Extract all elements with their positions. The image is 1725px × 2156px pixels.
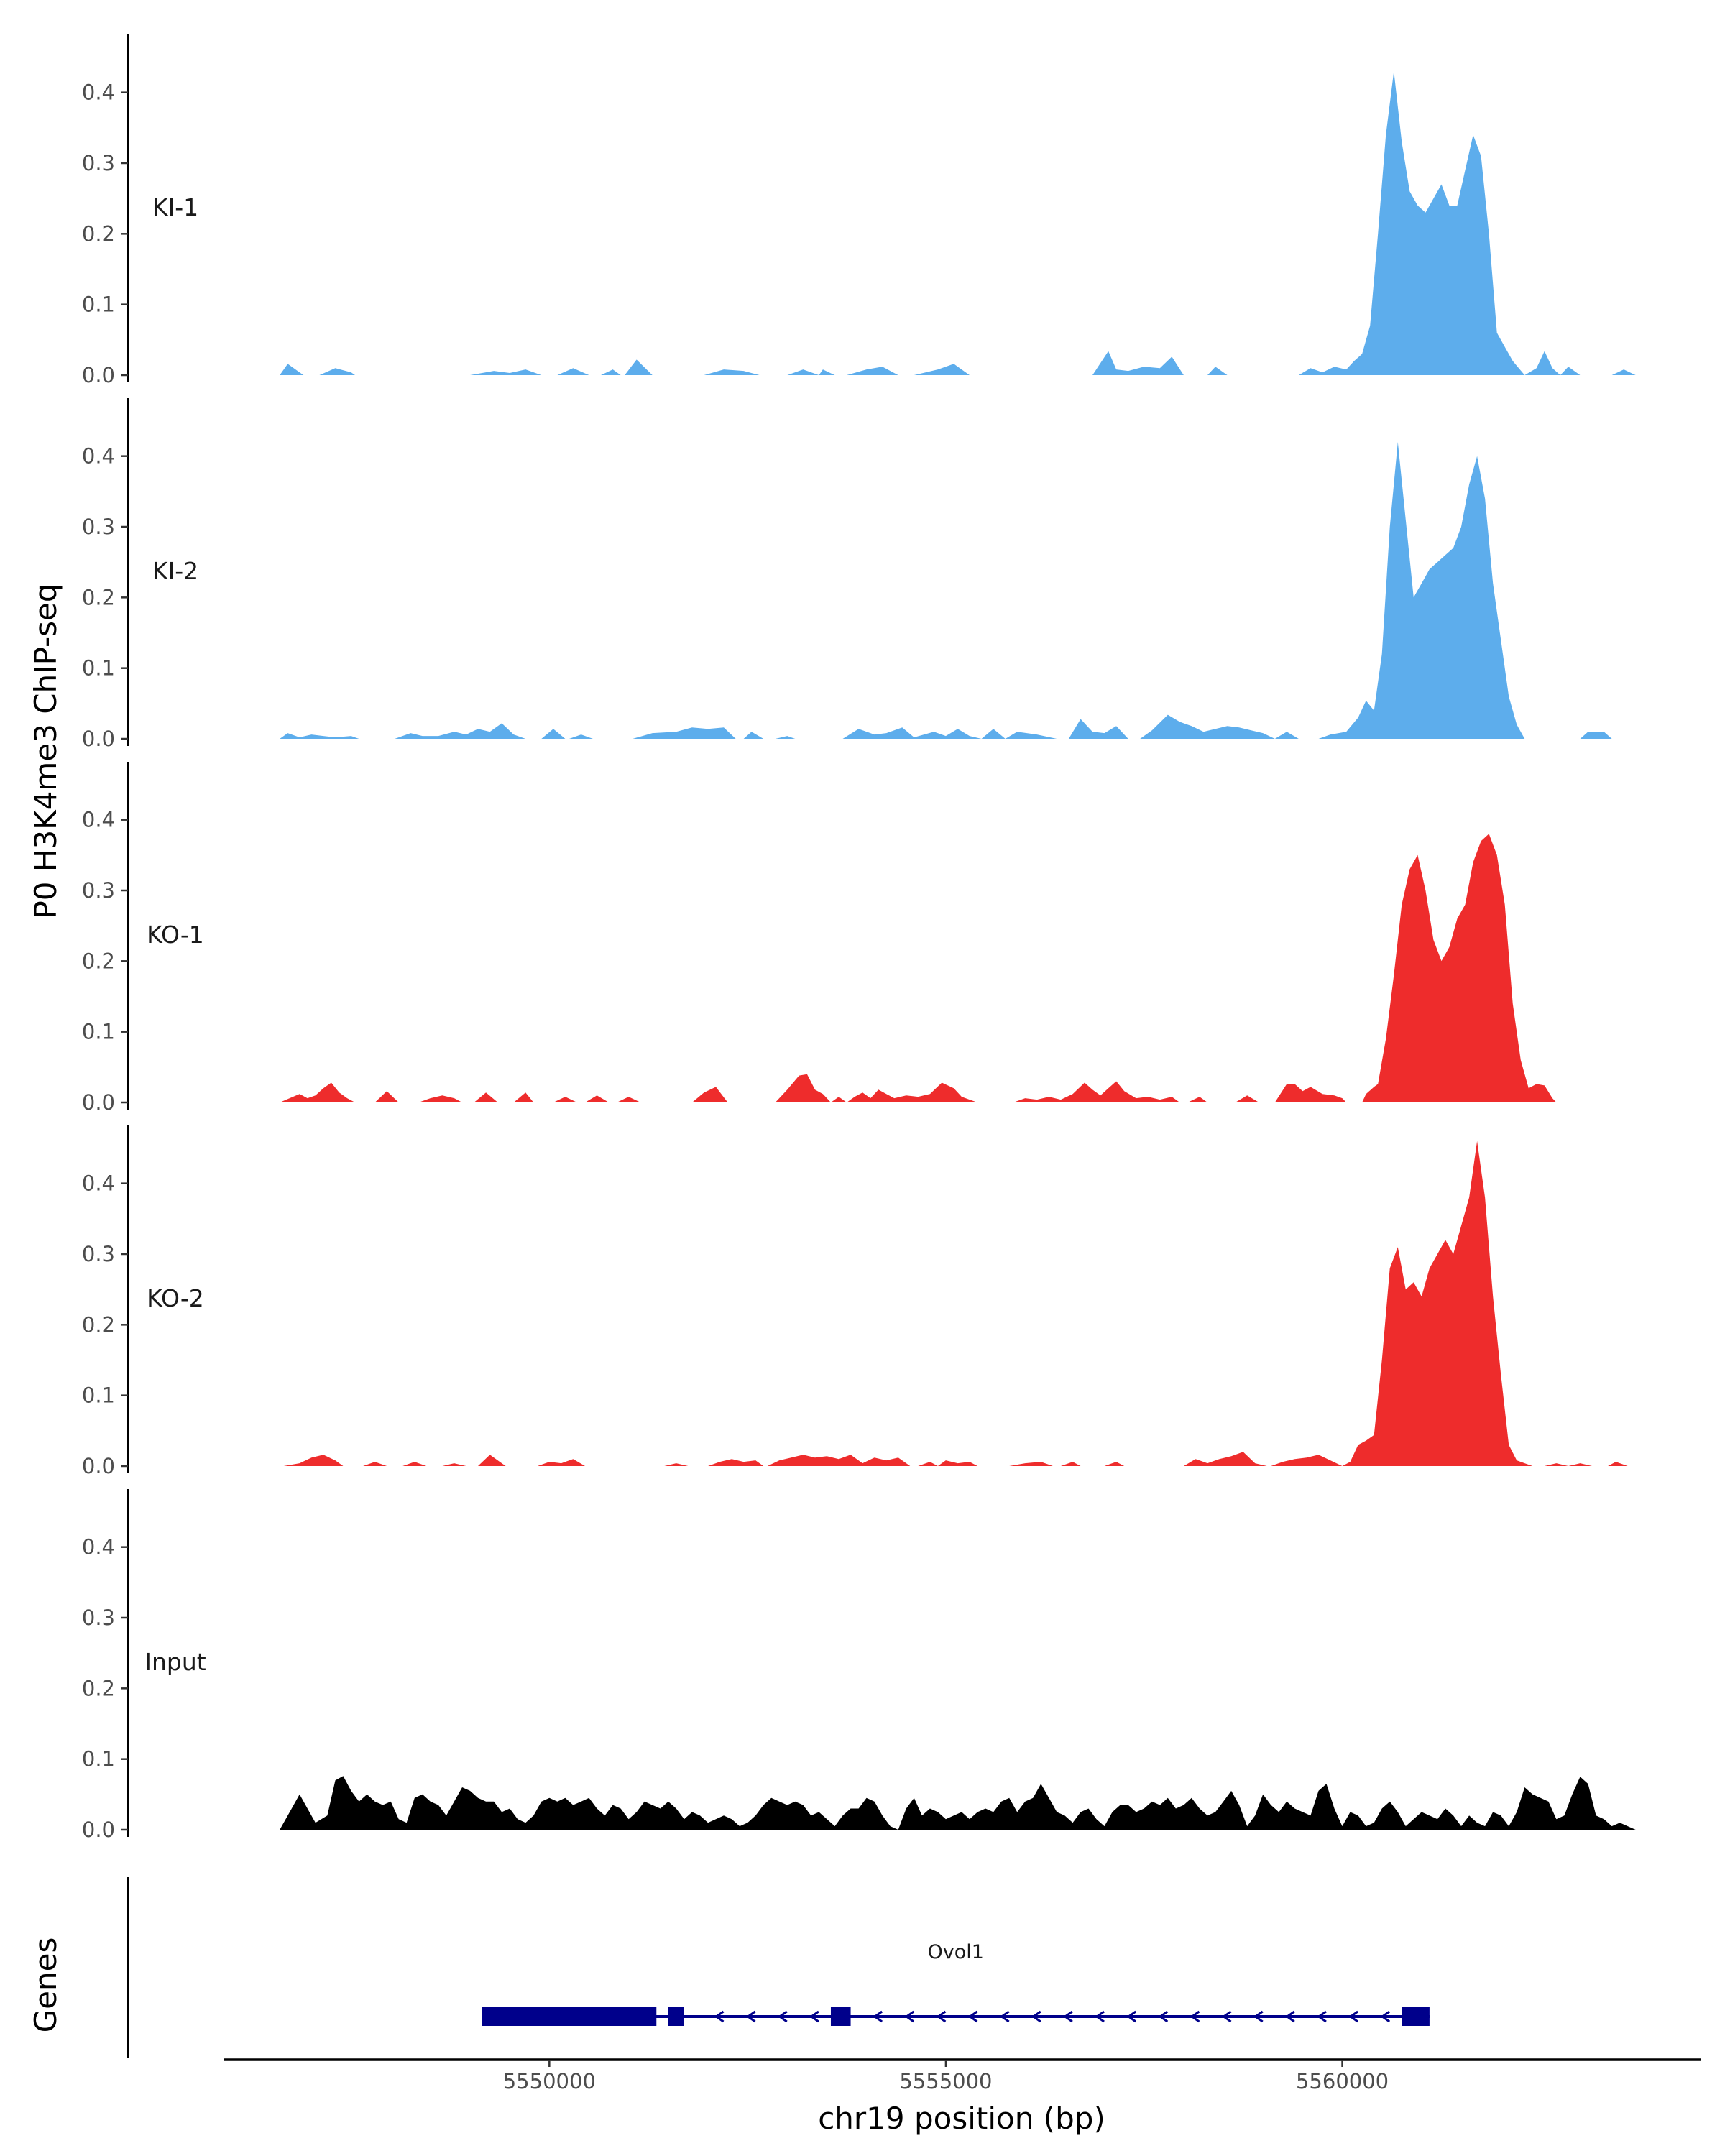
signal-area-input xyxy=(280,1776,1636,1830)
track-label-ki-2: KI-2 xyxy=(152,557,198,585)
signal-tracks: 0.00.10.20.30.4KI-10.00.10.20.30.4KI-20.… xyxy=(82,34,1636,1842)
x-tick-label: 5555000 xyxy=(899,2069,992,2093)
genes-axis-title: Genes xyxy=(28,1938,63,2033)
strand-arrow xyxy=(1221,2010,1232,2023)
y-tick-label: 0.3 xyxy=(82,515,115,539)
y-tick-label: 0.4 xyxy=(82,80,115,105)
gene-name-label: Ovol1 xyxy=(928,1941,984,1963)
strand-arrow xyxy=(1254,2010,1264,2023)
y-axis-title: P0 H3K4me3 ChIP-seq xyxy=(28,583,63,918)
y-tick-label: 0.2 xyxy=(82,1312,115,1337)
gene-utr-block xyxy=(482,2007,657,2026)
strand-arrow xyxy=(746,2010,756,2023)
strand-arrow xyxy=(1317,2010,1327,2023)
strand-arrow xyxy=(714,2010,724,2023)
y-tick-label: 0.4 xyxy=(82,444,115,469)
y-tick-label: 0.3 xyxy=(82,1242,115,1266)
strand-arrow xyxy=(1380,2010,1391,2023)
y-tick-label: 0.0 xyxy=(82,1454,115,1478)
track-ko-1: 0.0 0.1 0.2 0.3 0.4 KO-1 xyxy=(82,762,1557,1115)
strand-arrow xyxy=(1000,2010,1010,2023)
strand-arrow xyxy=(1158,2010,1169,2023)
gene-exon-block xyxy=(668,2007,684,2026)
y-tick-label: 0.3 xyxy=(82,878,115,903)
gene-utr-block xyxy=(1402,2007,1430,2026)
gene-track: Ovol1 xyxy=(126,1877,1430,2058)
track-ki-1: 0.0 0.1 0.2 0.3 0.4 KI-1 xyxy=(82,34,1636,387)
signal-area-ko-2 xyxy=(283,1141,1628,1466)
strand-arrow xyxy=(873,2010,883,2023)
y-tick-label: 0.1 xyxy=(82,1020,115,1044)
y-tick-label: 0.0 xyxy=(82,1090,115,1115)
y-tick-label: 0.1 xyxy=(82,1383,115,1408)
strand-arrow xyxy=(778,2010,788,2023)
x-axis-title: chr19 position (bp) xyxy=(818,2101,1105,2136)
y-tick-label: 0.4 xyxy=(82,1171,115,1196)
track-label-ki-1: KI-1 xyxy=(152,193,198,221)
x-axis: 5550000 5555000 5560000 xyxy=(224,2058,1701,2093)
strand-arrow xyxy=(1095,2010,1105,2023)
y-tick-label: 0.2 xyxy=(82,1676,115,1700)
x-tick-label: 5550000 xyxy=(503,2069,596,2093)
strand-arrow xyxy=(1063,2010,1073,2023)
y-tick-label: 0.4 xyxy=(82,1535,115,1560)
strand-arrow xyxy=(1031,2010,1041,2023)
strand-arrow xyxy=(1285,2010,1295,2023)
strand-arrow xyxy=(1126,2010,1137,2023)
y-tick-label: 0.3 xyxy=(82,151,115,175)
y-tick-label: 0.0 xyxy=(82,1818,115,1842)
strand-arrow xyxy=(904,2010,915,2023)
gene-ovol1: Ovol1 xyxy=(482,1941,1430,2026)
signal-area-ki-1 xyxy=(280,71,1636,375)
y-tick-label: 0.1 xyxy=(82,292,115,317)
y-tick-label: 0.1 xyxy=(82,656,115,681)
y-tick-label: 0.4 xyxy=(82,808,115,832)
y-tick-label: 0.1 xyxy=(82,1747,115,1772)
y-tick-label: 0.2 xyxy=(82,221,115,246)
strand-arrow xyxy=(967,2010,978,2023)
strand-arrow xyxy=(809,2010,819,2023)
strand-arrow xyxy=(1190,2010,1200,2023)
track-input: 0.0 0.1 0.2 0.3 0.4 Input xyxy=(82,1489,1636,1842)
y-tick-label: 0.2 xyxy=(82,949,115,973)
track-ki-2: 0.0 0.1 0.2 0.3 0.4 KI-2 xyxy=(82,398,1612,751)
track-label-input: Input xyxy=(144,1648,206,1676)
track-label-ko-1: KO-1 xyxy=(147,921,204,949)
signal-area-ki-2 xyxy=(280,442,1612,739)
gene-exon-block xyxy=(830,2007,851,2026)
y-tick-label: 0.0 xyxy=(82,363,115,387)
track-label-ko-2: KO-2 xyxy=(147,1284,204,1312)
y-tick-label: 0.0 xyxy=(82,727,115,751)
track-ko-2: 0.0 0.1 0.2 0.3 0.4 KO-2 xyxy=(82,1125,1628,1478)
strand-arrow xyxy=(936,2010,947,2023)
signal-area-ko-1 xyxy=(280,834,1557,1102)
y-tick-label: 0.3 xyxy=(82,1606,115,1630)
strand-arrow xyxy=(1348,2010,1358,2023)
x-tick-label: 5560000 xyxy=(1296,2069,1389,2093)
y-tick-label: 0.2 xyxy=(82,585,115,609)
